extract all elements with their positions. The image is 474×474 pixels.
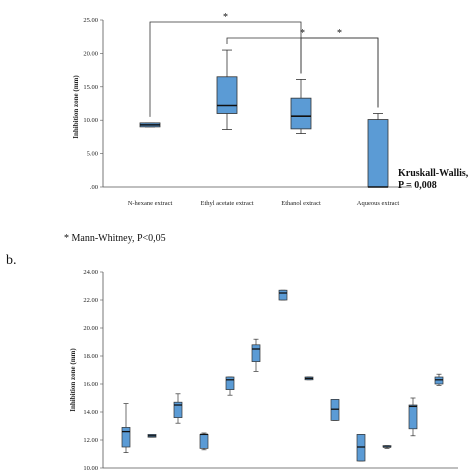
panel-a-significance-label: * [337,28,342,39]
panel-a-y-axis-label: Inhibition zone (mm) [72,75,80,139]
panel-b-box [408,404,418,430]
panel-b-label: b. [6,253,17,268]
panel-a-y-tick-label: 25.00 [83,17,98,24]
panel-b-y-tick-label: 22.00 [83,297,98,304]
panel-a-box [290,97,312,130]
panel-a-y-tick-label: .00 [90,184,98,191]
panel-b-box [278,289,288,301]
kruskal-wallis-line-2: P = 0,008 [398,180,437,191]
footnote-mann-whitney: * Mann-Whitney, P<0,05 [64,233,166,244]
panel-a-significance-bracket [226,37,379,108]
panel-a-y-tick-label: 15.00 [83,84,98,91]
panel-b-y-tick-label: 14.00 [83,409,98,416]
kruskal-wallis-line-1: Kruskall-Wallis, [398,168,469,179]
panel-a-significance-bracket [300,37,379,108]
panel-a-significance-label: * [223,12,228,23]
panel-b-box [356,434,366,462]
panel-b-box [225,376,235,390]
panel-b-box [199,434,209,449]
panel-b-y-tick-label: 10.00 [83,465,98,472]
panel-b-box [434,376,444,385]
panel-a-category-label: Aqueous extract [357,200,400,207]
panel-b-y-tick-label: 12.00 [83,437,98,444]
panel-b-y-axis-label: Inhibition zone (mm) [69,348,77,412]
panel-b-y-tick-label: 18.00 [83,353,98,360]
panel-a-y-tick-label: 10.00 [83,117,98,124]
panel-a-significance-label: * [300,28,305,39]
panel-a-category-label: Ethyl acetate extract [200,200,253,207]
panel-a-y-tick-label: 20.00 [83,50,98,57]
panel-b-box [121,427,131,448]
panel-b-box [251,344,261,362]
panel-a-box [216,76,238,114]
panel-b-y-tick-label: 24.00 [83,269,98,276]
panel-b-box [330,399,340,421]
panel-a-y-tick-label: 5.00 [87,151,98,158]
panel-a-category-label: Ethanol extract [281,200,321,207]
panel-b-box [173,401,183,418]
panel-b-y-tick-label: 20.00 [83,325,98,332]
panel-b-y-tick-label: 16.00 [83,381,98,388]
panel-b: 24.00 22.00 20.00 18.00 16.00 14.00 12.00 10.00 [83,269,458,472]
panel-a: 25.00 20.00 15.00 10.00 5.00 .00 N-hexane extr… [83,12,412,207]
panel-a-box [367,119,389,188]
panel-a-category-label: N-hexane extract [128,200,173,207]
